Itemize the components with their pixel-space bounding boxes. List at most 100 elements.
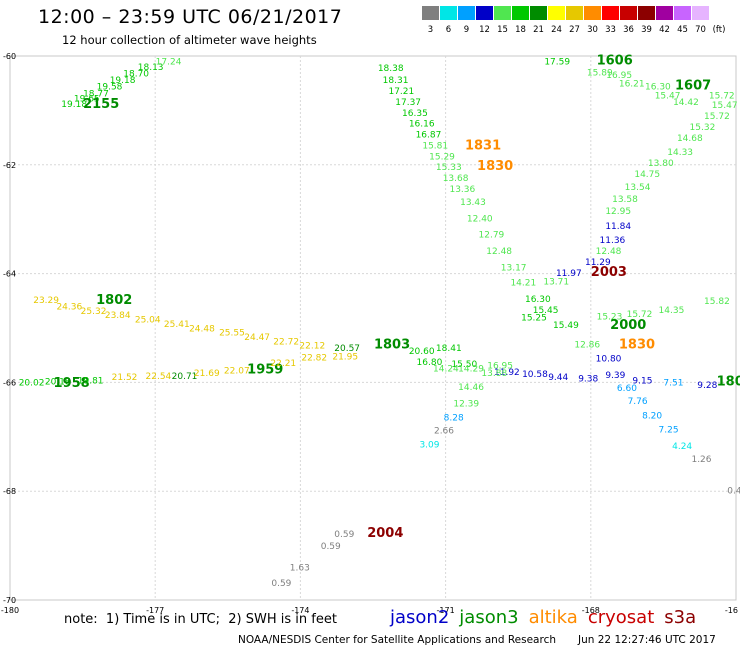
generated-timestamp: Jun 22 12:27:46 UTC 2017 — [578, 634, 716, 646]
pass-time-label: 2000 — [610, 318, 646, 333]
satellite-s3a: s3a — [664, 607, 697, 628]
wave-height-label: 20.02 — [19, 379, 45, 389]
lat-tick-label: -64 — [3, 270, 16, 279]
wave-height-label: 14.35 — [659, 306, 685, 316]
wave-height-label: 9.44 — [548, 373, 568, 383]
wave-height-label: 18.13 — [138, 63, 164, 73]
page-title: 12:00 – 23:59 UTC 06/21/2017 — [38, 6, 343, 28]
lon-tick-label: -16 — [725, 606, 738, 615]
color-swatch — [548, 6, 565, 20]
wave-height-label: 17.21 — [388, 87, 414, 97]
pass-time-label: 1803 — [374, 338, 410, 353]
pass-time-label: 1606 — [597, 54, 633, 69]
wave-height-label: 11.29 — [585, 258, 611, 268]
wave-height-label: 15.50 — [451, 360, 477, 370]
color-swatch — [494, 6, 511, 20]
pass-time-label: 2003 — [591, 265, 627, 280]
page-subtitle: 12 hour collection of altimeter wave hei… — [62, 33, 317, 47]
wave-height-label: 19.18 — [110, 76, 136, 86]
satellite-legend: jason2 jason3 altika cryosat s3a — [390, 607, 706, 628]
wave-height-label: 20.18 — [45, 378, 71, 388]
wave-height-label: 16.80 — [417, 358, 443, 368]
wave-height-label: 1.26 — [691, 455, 711, 465]
wave-height-label: 19.58 — [97, 83, 123, 93]
lon-tick-label: -168 — [582, 606, 600, 615]
wave-height-label: 11.92 — [494, 368, 520, 378]
color-scale-label: 70 — [695, 25, 706, 35]
wave-height-label: 11.84 — [605, 222, 631, 232]
wave-height-label: 16.16 — [409, 120, 435, 130]
color-swatch — [620, 6, 637, 20]
color-scale-label: 6 — [445, 25, 452, 35]
wave-height-label: 15.81 — [422, 141, 448, 151]
color-scale-label: 30 — [587, 25, 598, 35]
wave-height-label: 12.48 — [486, 247, 512, 257]
lon-tick-label: -180 — [1, 606, 19, 615]
color-scale-label: 39 — [641, 25, 652, 35]
color-scale-label: 21 — [533, 25, 544, 35]
wave-height-label: 7.25 — [659, 425, 679, 435]
lon-tick-label: -177 — [146, 606, 164, 615]
wave-height-label: 20.60 — [409, 347, 435, 357]
wave-height-label: 23.29 — [33, 296, 59, 306]
satellite-cryosat: cryosat — [587, 607, 655, 628]
lat-tick-label: -68 — [3, 487, 16, 496]
color-swatch — [692, 6, 709, 20]
wave-height-label: 15.72 — [709, 91, 735, 101]
wave-height-label: 14.24 — [433, 365, 459, 375]
color-scale-label: 33 — [605, 25, 616, 35]
pass-time-label: 2155 — [83, 97, 119, 112]
color-swatch — [584, 6, 601, 20]
color-swatch — [602, 6, 619, 20]
color-swatch — [530, 6, 547, 20]
color-swatch — [674, 6, 691, 20]
satellite-altika: altika — [528, 607, 578, 628]
wave-height-label: 13.88 — [481, 369, 507, 379]
wave-height-label: 22.72 — [273, 337, 299, 347]
wave-height-label: 22.21 — [270, 359, 296, 369]
wave-height-label: 23.84 — [105, 311, 131, 321]
wave-height-label: 16.30 — [525, 295, 551, 305]
wave-height-label: 10.80 — [596, 355, 622, 365]
satellite-jason2: jason2 — [390, 607, 450, 628]
wave-height-label: 12.40 — [467, 214, 493, 224]
color-swatch — [512, 6, 529, 20]
wave-height-label: 1.63 — [290, 564, 310, 574]
credit-line: NOAA/NESDIS Center for Satellite Applica… — [238, 634, 556, 646]
wave-height-label: 17.59 — [544, 58, 570, 68]
color-scale-label: 27 — [569, 25, 580, 35]
wave-height-label: 0.41 — [727, 486, 740, 496]
wave-height-label: 22.82 — [301, 354, 327, 364]
wave-height-label: 14.42 — [673, 98, 699, 108]
wave-height-label: 13.43 — [460, 198, 486, 208]
color-scale-label: 12 — [479, 25, 490, 35]
lat-tick-label: -62 — [3, 161, 16, 170]
wave-height-label: 15.89 — [587, 69, 613, 79]
color-scale-label: 42 — [659, 25, 670, 35]
wave-height-label: 22.54 — [146, 372, 172, 382]
wave-height-label: 12.48 — [596, 247, 622, 257]
wave-height-label: 24.48 — [189, 324, 215, 334]
lat-tick-label: -60 — [3, 52, 16, 61]
wave-height-label: 25.55 — [219, 329, 245, 339]
wave-height-label: 16.35 — [402, 109, 428, 119]
lon-tick-label: -174 — [291, 606, 309, 615]
wave-height-label: 15.72 — [704, 112, 730, 122]
color-scale-label: 36 — [623, 25, 634, 35]
color-swatch — [656, 6, 673, 20]
wave-height-label: 9.15 — [632, 376, 652, 386]
color-swatch — [458, 6, 475, 20]
wave-height-label: 12.95 — [605, 207, 631, 217]
wave-height-label: 15.45 — [533, 306, 559, 316]
wave-height-label: 3.09 — [419, 441, 439, 451]
pass-time-label: 2004 — [367, 526, 403, 541]
wave-height-label: 14.29 — [458, 365, 484, 375]
wave-height-label: 10.58 — [522, 370, 548, 380]
satellite-jason3: jason3 — [459, 607, 519, 628]
wave-height-label: 18.31 — [383, 76, 409, 86]
wave-height-label: 15.29 — [429, 152, 455, 162]
wave-height-label: 21.69 — [194, 369, 220, 379]
pass-time-label: 1804 — [717, 375, 740, 390]
wave-height-label: 24.36 — [56, 303, 82, 313]
